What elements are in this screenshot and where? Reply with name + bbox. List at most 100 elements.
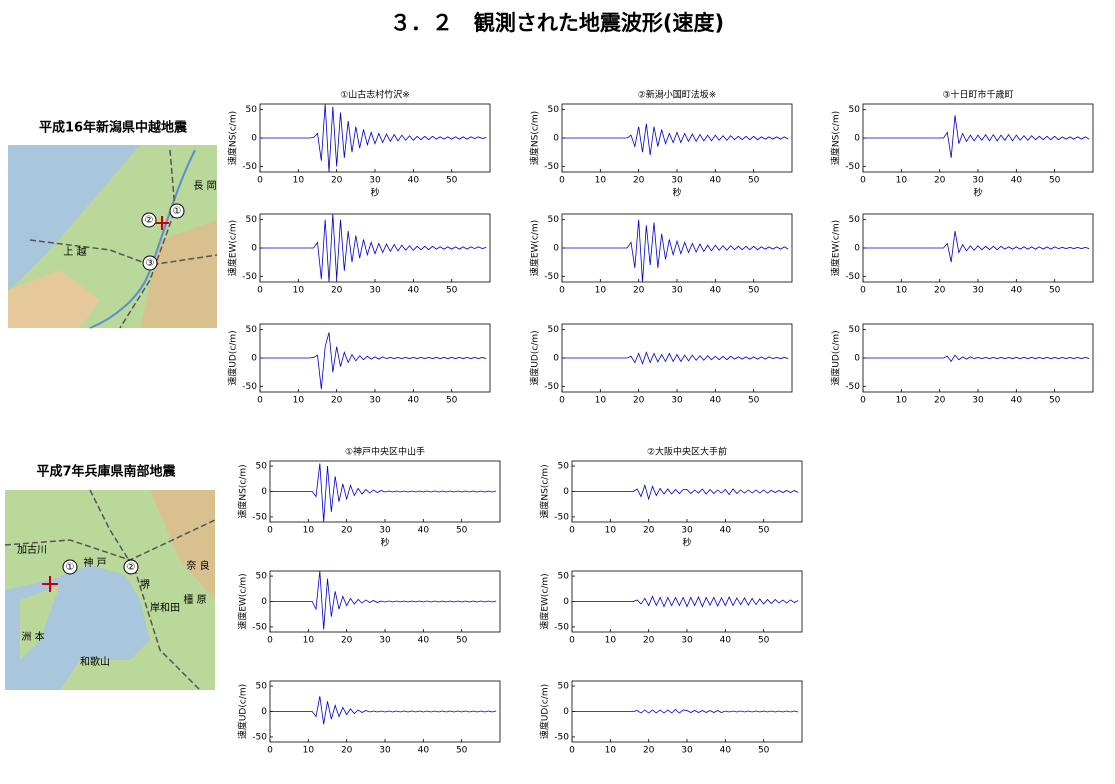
y-tick-label: -50 (845, 162, 860, 172)
y-tick-label: 50 (849, 105, 861, 115)
y-axis-label: 速度NS(c/m) (539, 464, 551, 518)
x-tick-label: 0 (569, 746, 575, 756)
map-label: 奈 良 (186, 559, 209, 572)
y-tick-label: 0 (854, 134, 860, 144)
x-tick-label: 40 (418, 746, 430, 756)
x-tick-label: 30 (379, 526, 391, 536)
epicenter (42, 576, 58, 592)
site-marker (169, 203, 185, 219)
y-axis-label: 速度UD(c/m) (529, 330, 541, 385)
x-tick-label: 20 (633, 286, 645, 296)
x-tick-label: 0 (257, 176, 263, 186)
waveform (572, 595, 799, 608)
x-tick-label: 50 (1049, 396, 1061, 406)
y-tick-label: 50 (548, 215, 560, 225)
map-label: 加古川 (17, 543, 47, 556)
y-tick-label: -50 (544, 162, 559, 172)
y-tick-label: -50 (242, 382, 257, 392)
x-tick-label: 20 (331, 396, 343, 406)
site-marker (123, 559, 139, 575)
x-tick-label: 40 (408, 176, 420, 186)
y-tick-label: 0 (563, 597, 569, 607)
page-title: ３．２ 観測された地震波形(速度) (390, 11, 724, 35)
x-tick-label: 0 (559, 286, 565, 296)
x-tick-label: 0 (267, 636, 273, 646)
y-tick-label: 0 (854, 354, 860, 364)
x-tick-label: 40 (408, 286, 420, 296)
x-tick-label: 30 (671, 396, 683, 406)
x-tick-label: 40 (710, 286, 722, 296)
x-tick-label: 10 (303, 746, 315, 756)
waveform (863, 115, 1090, 158)
map-mountain (8, 270, 100, 328)
y-tick-label: -50 (845, 382, 860, 392)
y-tick-label: 50 (548, 325, 560, 335)
event-name: 平成7年兵庫県南部地震 (36, 464, 176, 480)
x-tick-label: 30 (671, 286, 683, 296)
x-tick-label: 0 (257, 286, 263, 296)
y-tick-label: 0 (251, 354, 257, 364)
x-tick-label: 30 (671, 176, 683, 186)
x-tick-label: 30 (972, 176, 984, 186)
y-tick-label: 0 (261, 597, 267, 607)
x-tick-label: 10 (605, 526, 617, 536)
y-tick-label: 0 (251, 134, 257, 144)
map-label: 堺 (140, 579, 150, 591)
x-tick-label: 0 (267, 526, 273, 536)
x-tick-label: 20 (934, 176, 946, 186)
chart-title: ②新潟小国町法坂※ (638, 89, 717, 101)
x-tick-label: 50 (456, 526, 468, 536)
y-axis-label: 速度UD(c/m) (227, 330, 239, 385)
y-tick-label: 0 (563, 487, 569, 497)
x-axis-label: 秒 (682, 537, 691, 549)
y-axis-label: 速度EW(c/m) (539, 573, 551, 629)
waveform (562, 219, 789, 283)
x-tick-label: 30 (972, 396, 984, 406)
y-tick-label: 0 (261, 487, 267, 497)
site-marker (141, 212, 157, 228)
waveform (260, 213, 487, 283)
x-tick-label: 0 (569, 526, 575, 536)
x-tick-label: 20 (341, 526, 353, 536)
y-tick-label: 50 (246, 215, 258, 225)
y-tick-label: 50 (548, 105, 560, 115)
x-tick-label: 10 (303, 636, 315, 646)
epicenter (155, 216, 169, 230)
map-label: ② (127, 562, 136, 573)
x-tick-label: 40 (710, 396, 722, 406)
y-axis-label: 速度NS(c/m) (830, 111, 842, 165)
y-axis-label: 速度EW(c/m) (830, 220, 842, 276)
y-tick-label: 0 (854, 244, 860, 254)
x-tick-label: 50 (748, 176, 760, 186)
x-tick-label: 50 (758, 746, 770, 756)
x-tick-label: 10 (896, 286, 908, 296)
site-marker (142, 255, 158, 271)
x-tick-label: 30 (379, 746, 391, 756)
waveform (572, 484, 799, 501)
x-tick-label: 50 (758, 526, 770, 536)
x-tick-label: 50 (446, 176, 458, 186)
y-tick-label: 0 (553, 134, 559, 144)
x-tick-label: 20 (633, 176, 645, 186)
y-axis-label: 速度EW(c/m) (227, 220, 239, 276)
x-tick-label: 40 (418, 636, 430, 646)
x-tick-label: 40 (1011, 286, 1023, 296)
x-tick-label: 0 (267, 746, 273, 756)
map-sea (8, 145, 140, 290)
x-tick-label: 20 (341, 636, 353, 646)
y-tick-label: 0 (553, 354, 559, 364)
x-tick-label: 0 (569, 636, 575, 646)
y-tick-label: 50 (849, 215, 861, 225)
y-tick-label: -50 (544, 272, 559, 282)
x-tick-label: 0 (860, 396, 866, 406)
waveform (863, 230, 1090, 263)
x-tick-label: 10 (605, 746, 617, 756)
y-axis-label: 速度UD(c/m) (539, 684, 551, 739)
